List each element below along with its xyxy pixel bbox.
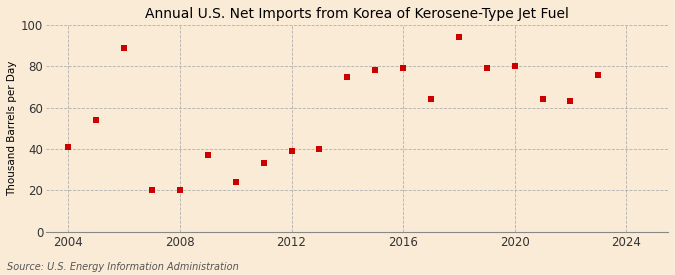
Point: [454, 35, 464, 40]
Point: [426, 97, 437, 101]
Point: [91, 118, 102, 122]
Point: [342, 74, 353, 79]
Point: [63, 145, 74, 149]
Point: [230, 180, 241, 184]
Point: [35, 172, 46, 176]
Point: [146, 188, 157, 192]
Point: [537, 97, 548, 101]
Point: [398, 66, 408, 70]
Point: [593, 72, 603, 77]
Point: [314, 147, 325, 151]
Point: [286, 149, 297, 153]
Point: [175, 188, 186, 192]
Point: [509, 64, 520, 68]
Point: [119, 45, 130, 50]
Point: [202, 153, 213, 157]
Text: Source: U.S. Energy Information Administration: Source: U.S. Energy Information Administ…: [7, 262, 238, 272]
Point: [481, 66, 492, 70]
Point: [370, 68, 381, 73]
Point: [259, 161, 269, 166]
Y-axis label: Thousand Barrels per Day: Thousand Barrels per Day: [7, 60, 17, 196]
Point: [565, 99, 576, 104]
Title: Annual U.S. Net Imports from Korea of Kerosene-Type Jet Fuel: Annual U.S. Net Imports from Korea of Ke…: [145, 7, 569, 21]
